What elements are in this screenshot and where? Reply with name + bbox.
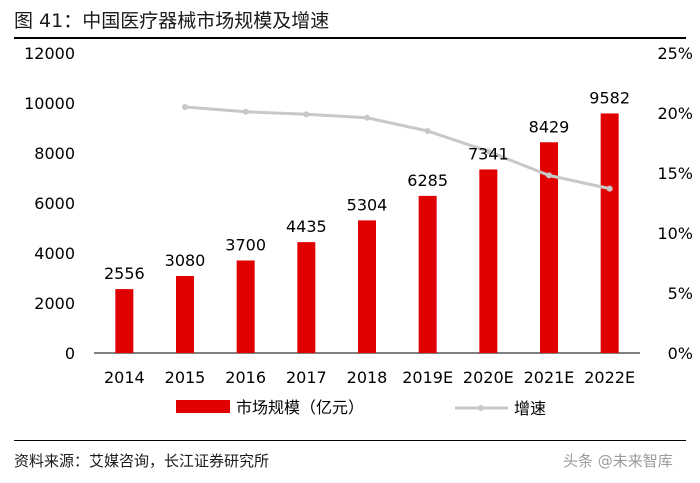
y-left-tick-label: 8000: [34, 144, 75, 163]
y-left-tick-label: 10000: [24, 94, 75, 113]
bar-value-label: 3700: [225, 236, 266, 255]
y-left-tick-label: 6000: [34, 194, 75, 213]
bar: [479, 169, 498, 353]
bar-value-label: 5304: [347, 195, 388, 214]
growth-point: [303, 111, 310, 118]
growth-point: [364, 114, 370, 121]
title-divider: [14, 37, 686, 39]
line-series: [182, 104, 613, 192]
y-right-tick-label: 10%: [657, 224, 693, 243]
legend-bar-label: 市场规模（亿元）: [236, 398, 364, 417]
legend-line-marker: [478, 405, 484, 411]
y-left-tick-label: 12000: [24, 44, 75, 63]
watermark: 头条 @未来智库: [563, 450, 673, 471]
growth-point: [182, 104, 188, 110]
y-left-tick-label: 2000: [34, 294, 75, 313]
figure-title: 图 41：中国医疗器械市场规模及增速: [14, 10, 330, 32]
growth-point: [424, 128, 431, 134]
bar: [236, 260, 255, 353]
bar-value-label: 9582: [589, 88, 630, 107]
bar: [115, 289, 134, 353]
bar-value-label: 3080: [165, 251, 206, 270]
y-right-tick-label: 5%: [668, 284, 693, 303]
x-tick-label: 2020E: [463, 368, 514, 387]
growth-point: [606, 185, 613, 192]
growth-point: [546, 172, 552, 179]
growth-point: [485, 148, 492, 155]
legend-bar-swatch: [176, 400, 230, 413]
x-tick-label: 2019E: [402, 368, 453, 387]
bar: [358, 220, 376, 353]
bar-value-label: 7341: [468, 144, 509, 163]
x-tick-label: 2022E: [584, 368, 635, 387]
watermark-text: 头条 @未来智库: [563, 452, 673, 470]
x-tick-label: 2021E: [524, 368, 575, 387]
chart-axes: 0 2000 4000 6000 8000 10000 12000 0% 5% 10% 15% 20%…: [24, 44, 693, 387]
growth-line: [184, 105, 610, 191]
bar-value-label: 8429: [529, 117, 570, 136]
bar: [176, 276, 194, 353]
bar: [418, 195, 437, 353]
x-tick-label: 2015: [165, 368, 206, 387]
y-right-tick-label: 20%: [657, 104, 693, 123]
growth-point: [242, 108, 249, 115]
data-labels: 2556 3080 3700 4435 5304 6285 7341 8429 9582: [104, 88, 630, 283]
source-note: 资料来源：艾媒咨询，长江证券研究所: [14, 452, 270, 470]
bar-series: [115, 113, 619, 353]
footer-divider: [14, 440, 686, 441]
chart-legend: 市场规模（亿元） 增速: [176, 398, 546, 418]
y-right-tick-label: 0%: [668, 344, 693, 363]
y-left-tick-label: 4000: [34, 244, 75, 263]
x-tick-label: 2018: [347, 368, 388, 387]
legend-line-label: 增速: [514, 399, 546, 418]
x-tick-label: 2014: [104, 368, 145, 387]
bar: [600, 113, 619, 353]
bar-value-label: 2556: [104, 264, 145, 283]
x-tick-label: 2017: [286, 368, 327, 387]
x-tick-label: 2016: [225, 368, 266, 387]
y-right-tick-label: 25%: [657, 44, 693, 63]
bar-value-label: 6285: [407, 171, 448, 190]
bar-value-label: 4435: [286, 217, 327, 236]
y-left-tick-label: 0: [65, 344, 75, 363]
bar: [297, 242, 316, 353]
y-right-tick-label: 15%: [657, 164, 693, 183]
bar: [540, 142, 558, 353]
